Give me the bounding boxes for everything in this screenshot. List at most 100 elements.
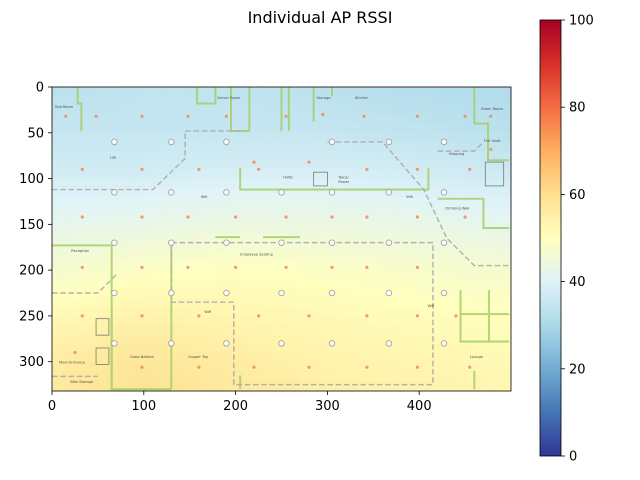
heatmap-cell xyxy=(116,215,127,225)
heatmap-cell xyxy=(373,325,384,335)
heatmap-cell xyxy=(465,123,475,134)
heatmap-cell xyxy=(171,215,182,225)
heatmap-cell xyxy=(281,306,292,317)
heatmap-cell xyxy=(52,224,62,235)
heatmap-cell xyxy=(116,151,127,161)
heatmap-cell xyxy=(143,297,154,308)
x-tick-label: 300 xyxy=(315,399,340,414)
heatmap-cell xyxy=(208,105,218,116)
heatmap-cell xyxy=(318,178,328,189)
heatmap-cell xyxy=(474,224,485,235)
heatmap-cell xyxy=(410,325,420,335)
heatmap-cell xyxy=(419,196,429,207)
heatmap-cell xyxy=(446,370,457,381)
heatmap-cell xyxy=(382,169,393,180)
heatmap-cell xyxy=(455,242,466,253)
room-label: Shipping xyxy=(449,152,465,156)
heatmap-cell xyxy=(208,169,218,180)
heatmap-cell xyxy=(134,206,145,216)
heatmap-cell xyxy=(474,105,485,116)
heatmap-cell xyxy=(354,96,365,106)
heatmap-cell xyxy=(364,242,374,253)
heatmap-cell xyxy=(373,105,384,116)
heatmap-cell xyxy=(281,187,292,198)
heatmap-cell xyxy=(410,96,420,106)
heatmap-cell xyxy=(263,215,273,225)
heatmap-cell xyxy=(125,343,136,354)
heatmap-cell xyxy=(125,380,136,390)
heatmap-cell xyxy=(198,187,209,198)
heatmap-cell xyxy=(410,187,420,198)
heatmap-cell xyxy=(299,260,310,271)
heatmap-cell xyxy=(143,370,154,381)
heatmap-cell xyxy=(299,132,310,143)
heatmap-cell xyxy=(345,105,356,116)
heatmap-cell xyxy=(198,306,209,317)
heatmap-cell xyxy=(501,288,511,299)
heatmap-cell xyxy=(162,343,172,354)
heatmap-cell xyxy=(88,123,99,134)
heatmap-cell xyxy=(162,260,172,271)
heatmap-cell xyxy=(97,315,108,326)
heatmap-cell xyxy=(373,315,384,326)
heatmap-cell xyxy=(400,206,411,216)
heatmap-cell xyxy=(226,196,237,207)
heatmap-cell xyxy=(400,370,411,381)
heatmap-cell xyxy=(345,160,356,171)
heatmap-cell xyxy=(97,87,108,97)
heatmap-cell xyxy=(345,233,356,244)
heatmap-cell xyxy=(400,178,411,189)
heatmap-cell xyxy=(217,151,228,161)
heatmap-cell xyxy=(455,105,466,116)
heatmap-cell xyxy=(88,306,99,317)
heatmap-cell xyxy=(400,297,411,308)
heatmap-cell xyxy=(217,334,228,344)
heatmap-cell xyxy=(70,370,81,381)
heatmap-cell xyxy=(79,206,90,216)
heatmap-cell xyxy=(263,279,273,290)
heatmap-cell xyxy=(281,343,292,354)
heatmap-cell xyxy=(419,352,429,363)
heatmap-cell xyxy=(483,206,494,216)
heatmap-cell xyxy=(52,380,62,390)
heatmap-cell xyxy=(217,87,228,97)
heatmap-cell xyxy=(492,279,503,290)
heatmap-cell xyxy=(152,279,163,290)
heatmap-cell xyxy=(336,151,347,161)
heatmap-cell xyxy=(318,123,328,134)
heatmap-cell xyxy=(382,370,393,381)
heatmap-cell xyxy=(79,279,90,290)
heatmap-cell xyxy=(88,233,99,244)
heatmap-cell xyxy=(354,251,365,262)
heatmap-cell xyxy=(345,132,356,143)
heatmap-cell xyxy=(116,251,127,262)
heatmap-cell xyxy=(226,288,237,299)
plot-frame xyxy=(51,86,512,392)
heatmap-cell xyxy=(79,297,90,308)
heatmap-cell xyxy=(501,169,511,180)
heatmap-cell xyxy=(345,123,356,134)
heatmap-cell xyxy=(474,361,485,372)
heatmap-cell xyxy=(52,187,62,198)
heatmap-cell xyxy=(134,361,145,372)
heatmap-cell xyxy=(235,325,246,335)
heatmap-cell xyxy=(189,178,200,189)
heatmap-cell xyxy=(70,178,81,189)
heatmap-cell xyxy=(281,96,292,106)
heatmap-cell xyxy=(79,389,90,391)
heatmap-cell xyxy=(327,151,338,161)
colorbar-tick-label: 100 xyxy=(569,14,594,29)
heatmap-cell xyxy=(455,251,466,262)
heatmap-cell xyxy=(391,87,402,97)
heatmap-cell xyxy=(336,352,347,363)
heatmap-cell xyxy=(336,224,347,235)
heatmap-cell xyxy=(180,169,191,180)
heatmap-cell xyxy=(336,251,347,262)
heatmap-cell xyxy=(501,96,511,106)
heatmap-cell xyxy=(70,306,81,317)
heatmap-cell xyxy=(336,361,347,372)
heatmap-cell xyxy=(501,389,511,391)
heatmap-cell xyxy=(152,215,163,225)
heatmap-cell xyxy=(419,370,429,381)
heatmap-cell xyxy=(208,370,218,381)
